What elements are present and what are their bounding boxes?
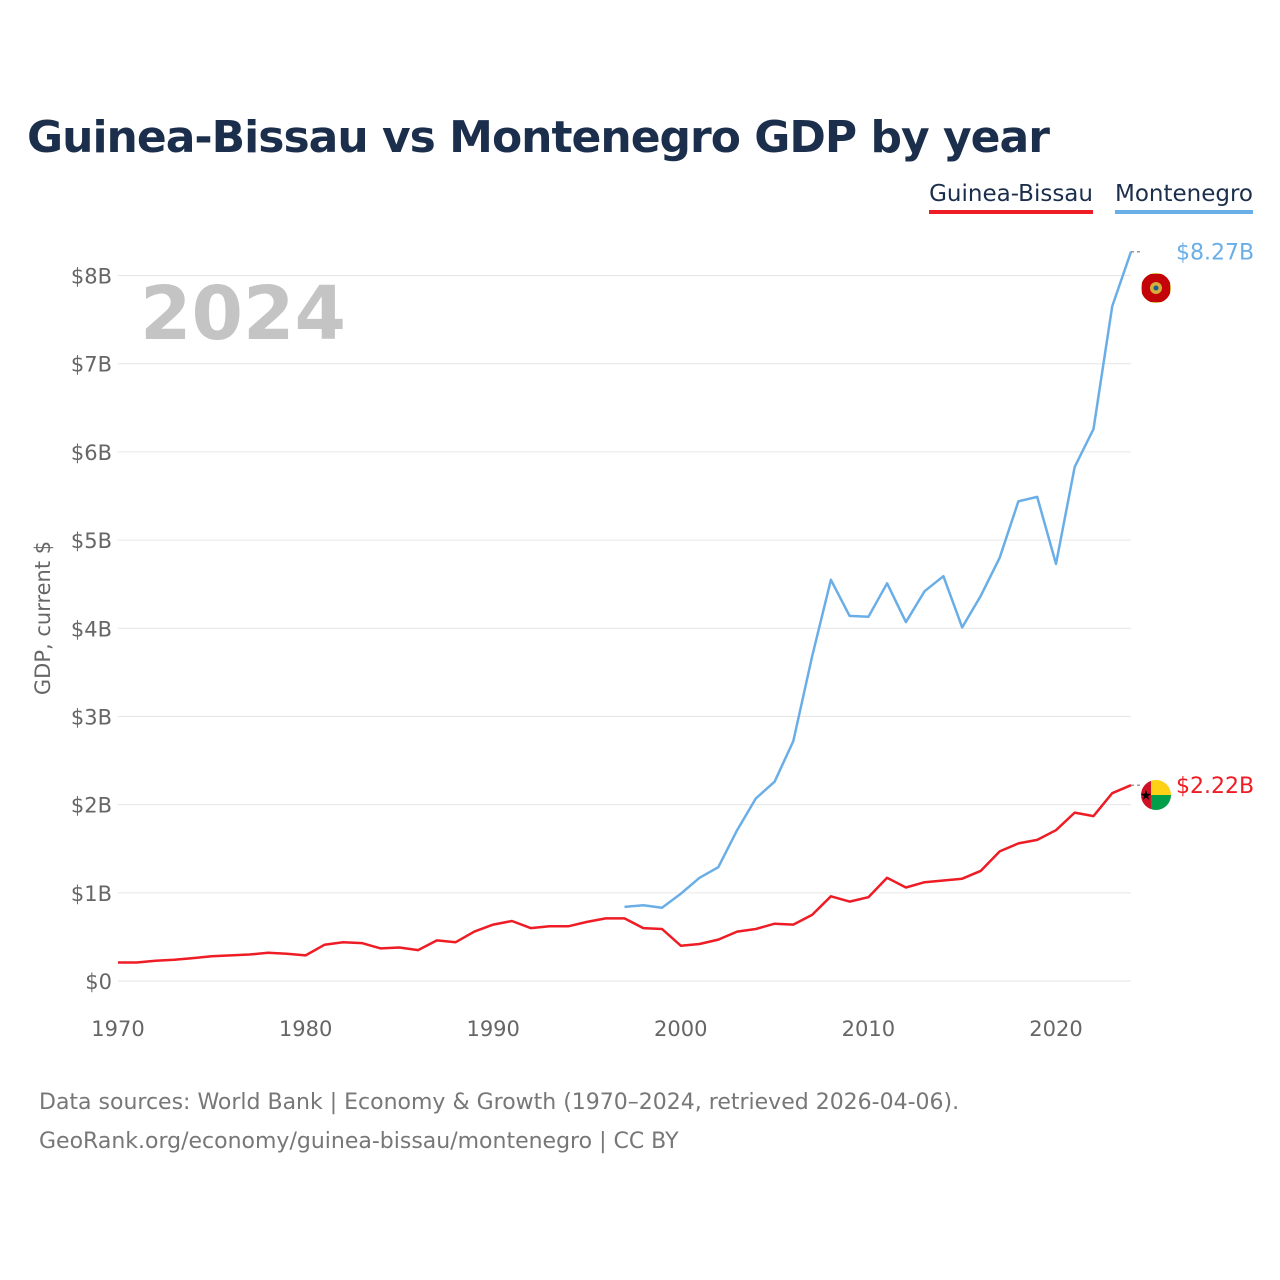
y-tick-label: $8B bbox=[71, 265, 112, 289]
footer-attribution[interactable]: GeoRank.org/economy/guinea-bissau/monten… bbox=[39, 1129, 679, 1154]
x-tick-label: 1970 bbox=[91, 1017, 144, 1041]
x-tick-label: 2000 bbox=[654, 1017, 707, 1041]
gridlines bbox=[118, 275, 1131, 982]
footer-sources: Data sources: World Bank | Economy & Gro… bbox=[39, 1090, 960, 1115]
y-tick-label: $7B bbox=[71, 353, 112, 377]
y-tick-label: $2B bbox=[71, 794, 112, 818]
chart-title: Guinea-Bissau vs Montenegro GDP by year bbox=[27, 112, 1050, 163]
end-label-guinea-bissau: $2.22B bbox=[1176, 774, 1254, 799]
montenegro-flag-icon bbox=[1141, 273, 1171, 303]
x-tick-label: 1980 bbox=[279, 1017, 332, 1041]
y-tick-label: $0 bbox=[85, 970, 112, 994]
y-tick-label: $1B bbox=[71, 882, 112, 906]
year-label: 2024 bbox=[140, 271, 346, 357]
footer: Data sources: World Bank | Economy & Gro… bbox=[39, 1083, 959, 1161]
y-tick-label: $5B bbox=[71, 529, 112, 553]
legend-item-montenegro[interactable]: Montenegro bbox=[1114, 181, 1253, 214]
series-line-guinea-bissau bbox=[118, 784, 1132, 964]
axis-ticks: $0 $1B $2B $3B $4B $5B $6B $7B $8B 1970 1980 1990 20… bbox=[71, 265, 1083, 1041]
legend-item-guinea-bissau[interactable]: Guinea-Bissau bbox=[929, 181, 1093, 214]
series-lines bbox=[118, 250, 1142, 964]
end-label-montenegro: $8.27B bbox=[1176, 241, 1254, 266]
series-line-montenegro bbox=[624, 251, 1133, 910]
x-tick-label: 2020 bbox=[1029, 1017, 1082, 1041]
y-tick-label: $4B bbox=[71, 617, 112, 641]
y-tick-label: $3B bbox=[71, 705, 112, 729]
x-tick-label: 1990 bbox=[466, 1017, 519, 1041]
legend: Guinea-Bissau Montenegro bbox=[929, 181, 1253, 214]
x-tick-label: 2010 bbox=[842, 1017, 895, 1041]
y-axis-title: GDP, current $ bbox=[31, 541, 55, 695]
y-tick-label: $6B bbox=[71, 441, 112, 465]
guinea-bissau-flag-icon bbox=[1141, 780, 1171, 810]
